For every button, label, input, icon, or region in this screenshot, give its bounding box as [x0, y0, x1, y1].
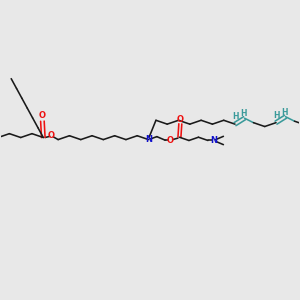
- Text: O: O: [39, 111, 46, 120]
- Text: H: H: [232, 112, 239, 121]
- Text: N: N: [145, 135, 152, 144]
- Text: O: O: [177, 115, 184, 124]
- Text: N: N: [210, 136, 218, 145]
- Text: O: O: [167, 136, 174, 145]
- Text: H: H: [240, 109, 247, 118]
- Text: H: H: [281, 108, 288, 117]
- Text: O: O: [48, 131, 55, 140]
- Text: H: H: [274, 111, 280, 120]
